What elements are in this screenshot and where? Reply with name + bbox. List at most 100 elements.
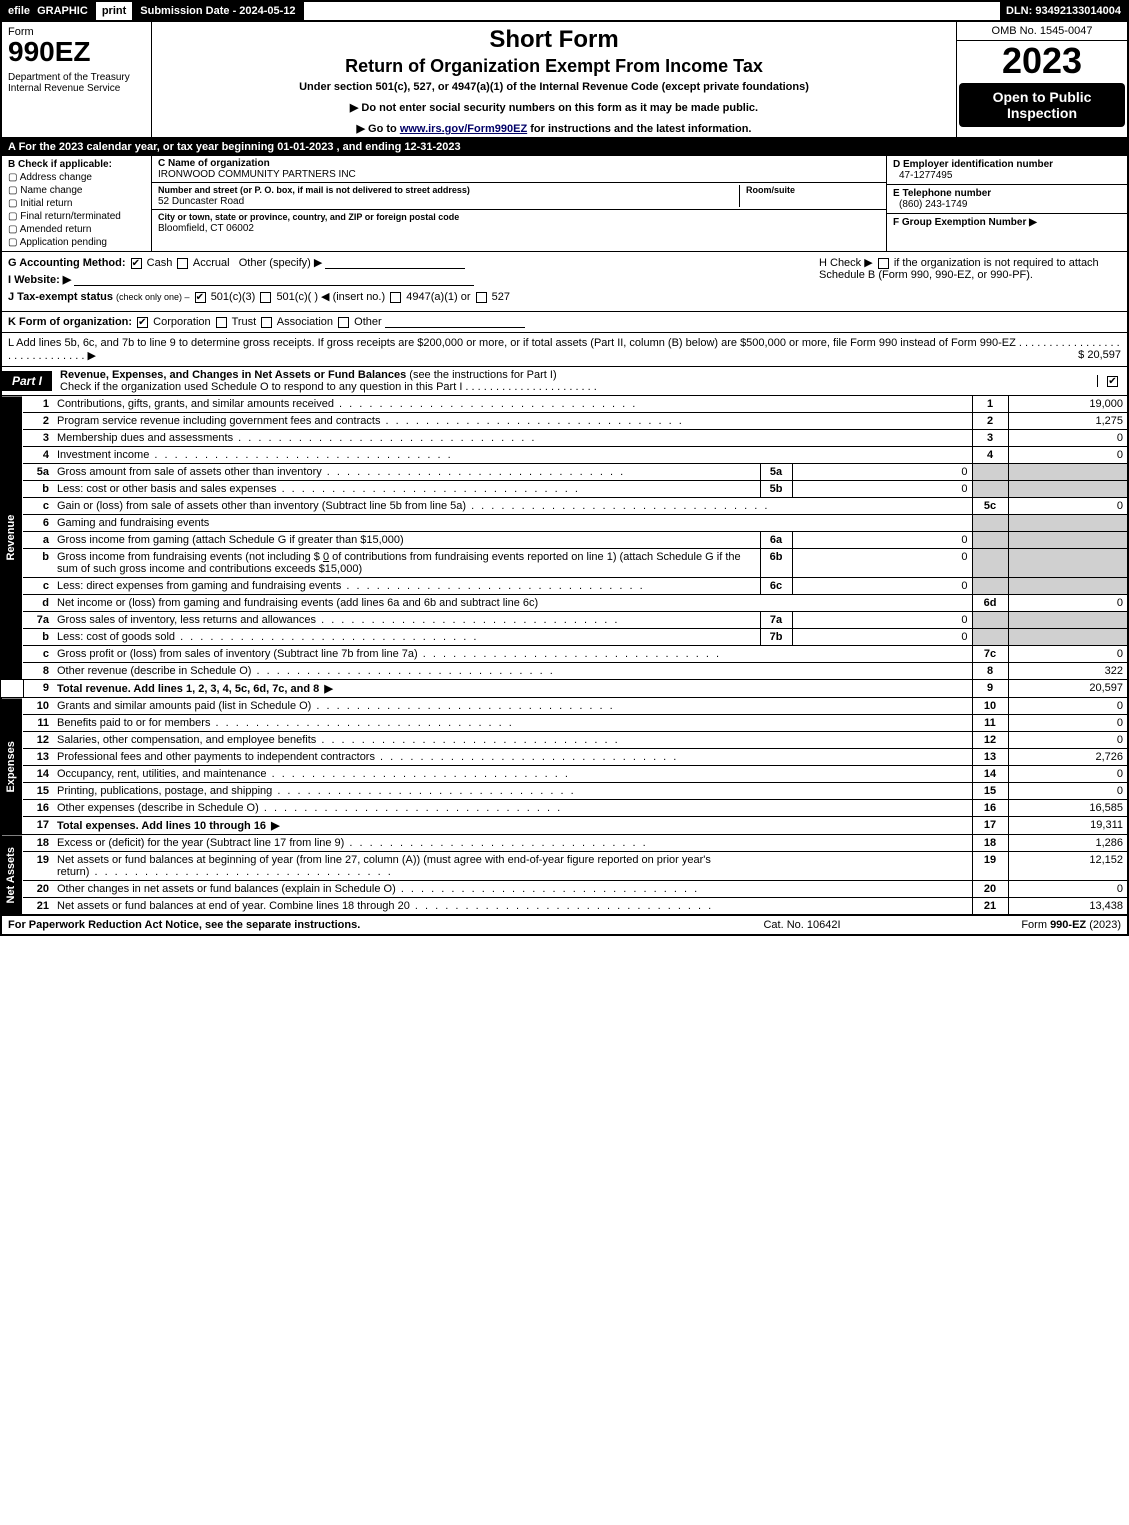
l3-box: 3 — [972, 430, 1008, 447]
line-3: 3 Membership dues and assessments 3 0 — [1, 430, 1128, 447]
l20-num: 20 — [23, 881, 53, 898]
l5a-sub: 5a — [760, 464, 792, 481]
expenses-table: Expenses 10 Grants and similar amounts p… — [0, 698, 1129, 835]
omb-number: OMB No. 1545-0047 — [957, 22, 1127, 41]
j-501c3-label: 501(c)(3) — [211, 291, 256, 303]
row-a-calendar: A For the 2023 calendar year, or tax yea… — [0, 139, 1129, 156]
chk-amended-return[interactable]: Amended return — [8, 224, 145, 235]
j-4947-checkbox[interactable] — [390, 292, 401, 303]
line-1: Revenue 1 Contributions, gifts, grants, … — [1, 396, 1128, 413]
l6a-valgrey — [1008, 532, 1128, 549]
k-other-field[interactable] — [385, 327, 525, 328]
line-12: 12 Salaries, other compensation, and emp… — [1, 732, 1128, 749]
l21-desc: Net assets or fund balances at end of ye… — [57, 900, 713, 912]
g-accrual-checkbox[interactable] — [177, 258, 188, 269]
l7b-valgrey — [1008, 629, 1128, 646]
c-name-label: C Name of organization — [158, 158, 270, 169]
line-6: 6 Gaming and fundraising events — [1, 515, 1128, 532]
l7a-boxgrey — [972, 612, 1008, 629]
l8-val: 322 — [1008, 663, 1128, 680]
part1-title-hint: (see the instructions for Part I) — [409, 369, 556, 381]
j-501c-checkbox[interactable] — [260, 292, 271, 303]
l5c-box: 5c — [972, 498, 1008, 515]
chk-initial-return[interactable]: Initial return — [8, 198, 145, 209]
header-left: Form 990EZ Department of the Treasury In… — [2, 22, 152, 137]
l6a-boxgrey — [972, 532, 1008, 549]
subline: Under section 501(c), 527, or 4947(a)(1)… — [158, 81, 950, 93]
part1-checkline: Check if the organization used Schedule … — [60, 381, 1089, 393]
d-label: D Employer identification number — [893, 159, 1053, 170]
print-button[interactable]: print — [96, 2, 134, 20]
g-other-field[interactable] — [325, 268, 465, 269]
rev-tab-end — [1, 680, 23, 698]
l11-num: 11 — [23, 715, 53, 732]
irs-link[interactable]: www.irs.gov/Form990EZ — [400, 123, 527, 135]
chk-final-return[interactable]: Final return/terminated — [8, 211, 145, 222]
d-value: 47-1277495 — [893, 170, 1121, 181]
line-21: 21 Net assets or fund balances at end of… — [1, 898, 1128, 915]
l6a-subval: 0 — [792, 532, 972, 549]
form-header: Form 990EZ Department of the Treasury In… — [0, 22, 1129, 139]
i-website-field[interactable] — [74, 285, 474, 286]
l11-box: 11 — [972, 715, 1008, 732]
l18-box: 18 — [972, 835, 1008, 852]
g-label: G Accounting Method: — [8, 257, 126, 269]
k-assoc-checkbox[interactable] — [261, 317, 272, 328]
part1-title: Revenue, Expenses, and Changes in Net As… — [52, 367, 1097, 395]
l6d-desc: Net income or (loss) from gaming and fun… — [57, 597, 538, 609]
l9-box: 9 — [972, 680, 1008, 698]
f-label: F Group Exemption Number ▶ — [893, 217, 1037, 228]
l8-box: 8 — [972, 663, 1008, 680]
k-trust-label: Trust — [232, 316, 257, 328]
directive-2-prefix: ▶ Go to — [357, 123, 400, 135]
form-number: 990EZ — [8, 38, 145, 66]
header-right: OMB No. 1545-0047 2023 Open to Public In… — [957, 22, 1127, 137]
h-section: H Check ▶ if the organization is not req… — [811, 256, 1121, 307]
l11-desc: Benefits paid to or for members — [57, 717, 514, 729]
l16-val: 16,585 — [1008, 800, 1128, 817]
line-15: 15 Printing, publications, postage, and … — [1, 783, 1128, 800]
l19-val: 12,152 — [1008, 852, 1128, 881]
k-other-checkbox[interactable] — [338, 317, 349, 328]
l6-num: 6 — [23, 515, 53, 532]
l5b-boxgrey — [972, 481, 1008, 498]
top-bar: efile GRAPHIC print Submission Date - 20… — [0, 0, 1129, 22]
l6a-sub: 6a — [760, 532, 792, 549]
l20-val: 0 — [1008, 881, 1128, 898]
l6b-num: b — [23, 549, 53, 578]
l20-box: 20 — [972, 881, 1008, 898]
l7b-sub: 7b — [760, 629, 792, 646]
chk-name-change[interactable]: Name change — [8, 185, 145, 196]
j-527-checkbox[interactable] — [476, 292, 487, 303]
line-10: Expenses 10 Grants and similar amounts p… — [1, 698, 1128, 715]
g-cash-checkbox[interactable] — [131, 258, 142, 269]
c-city-label: City or town, state or province, country… — [158, 212, 459, 222]
k-block: K Form of organization: Corporation Trus… — [0, 312, 1129, 333]
k-corp-checkbox[interactable] — [137, 317, 148, 328]
chk-address-change[interactable]: Address change — [8, 172, 145, 183]
l14-box: 14 — [972, 766, 1008, 783]
g-cash-label: Cash — [147, 257, 173, 269]
b-label: B Check if applicable: — [8, 159, 145, 170]
j-501c3-checkbox[interactable] — [195, 292, 206, 303]
dept-label: Department of the Treasury Internal Reve… — [8, 72, 145, 94]
l6c-num: c — [23, 578, 53, 595]
part1-checkbox[interactable] — [1107, 376, 1118, 387]
l6a-num: a — [23, 532, 53, 549]
footer-center: Cat. No. 10642I — [677, 916, 927, 934]
netassets-tab: Net Assets — [1, 835, 23, 915]
l7c-val: 0 — [1008, 646, 1128, 663]
expenses-tab: Expenses — [1, 698, 23, 835]
page-footer: For Paperwork Reduction Act Notice, see … — [0, 915, 1129, 936]
footer-right-suffix: (2023) — [1089, 919, 1121, 931]
l5a-subval: 0 — [792, 464, 972, 481]
l15-desc: Printing, publications, postage, and shi… — [57, 785, 576, 797]
l9-desc: Total revenue. Add lines 1, 2, 3, 4, 5c,… — [57, 683, 335, 695]
h-checkbox[interactable] — [878, 258, 889, 269]
l21-num: 21 — [23, 898, 53, 915]
c-street-label: Number and street (or P. O. box, if mail… — [158, 185, 470, 195]
k-trust-checkbox[interactable] — [216, 317, 227, 328]
l9-val: 20,597 — [1008, 680, 1128, 698]
line-14: 14 Occupancy, rent, utilities, and maint… — [1, 766, 1128, 783]
chk-application-pending[interactable]: Application pending — [8, 237, 145, 248]
